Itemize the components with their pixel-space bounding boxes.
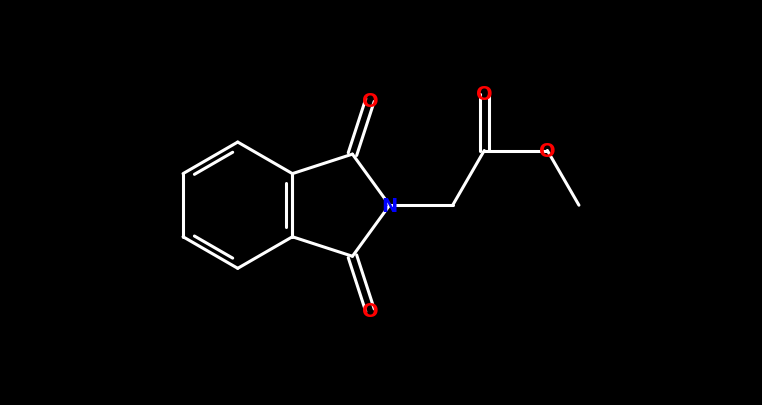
- Text: O: O: [539, 142, 555, 161]
- Text: N: N: [382, 196, 398, 215]
- Text: O: O: [362, 92, 378, 110]
- Text: O: O: [362, 301, 378, 320]
- Text: O: O: [476, 85, 492, 104]
